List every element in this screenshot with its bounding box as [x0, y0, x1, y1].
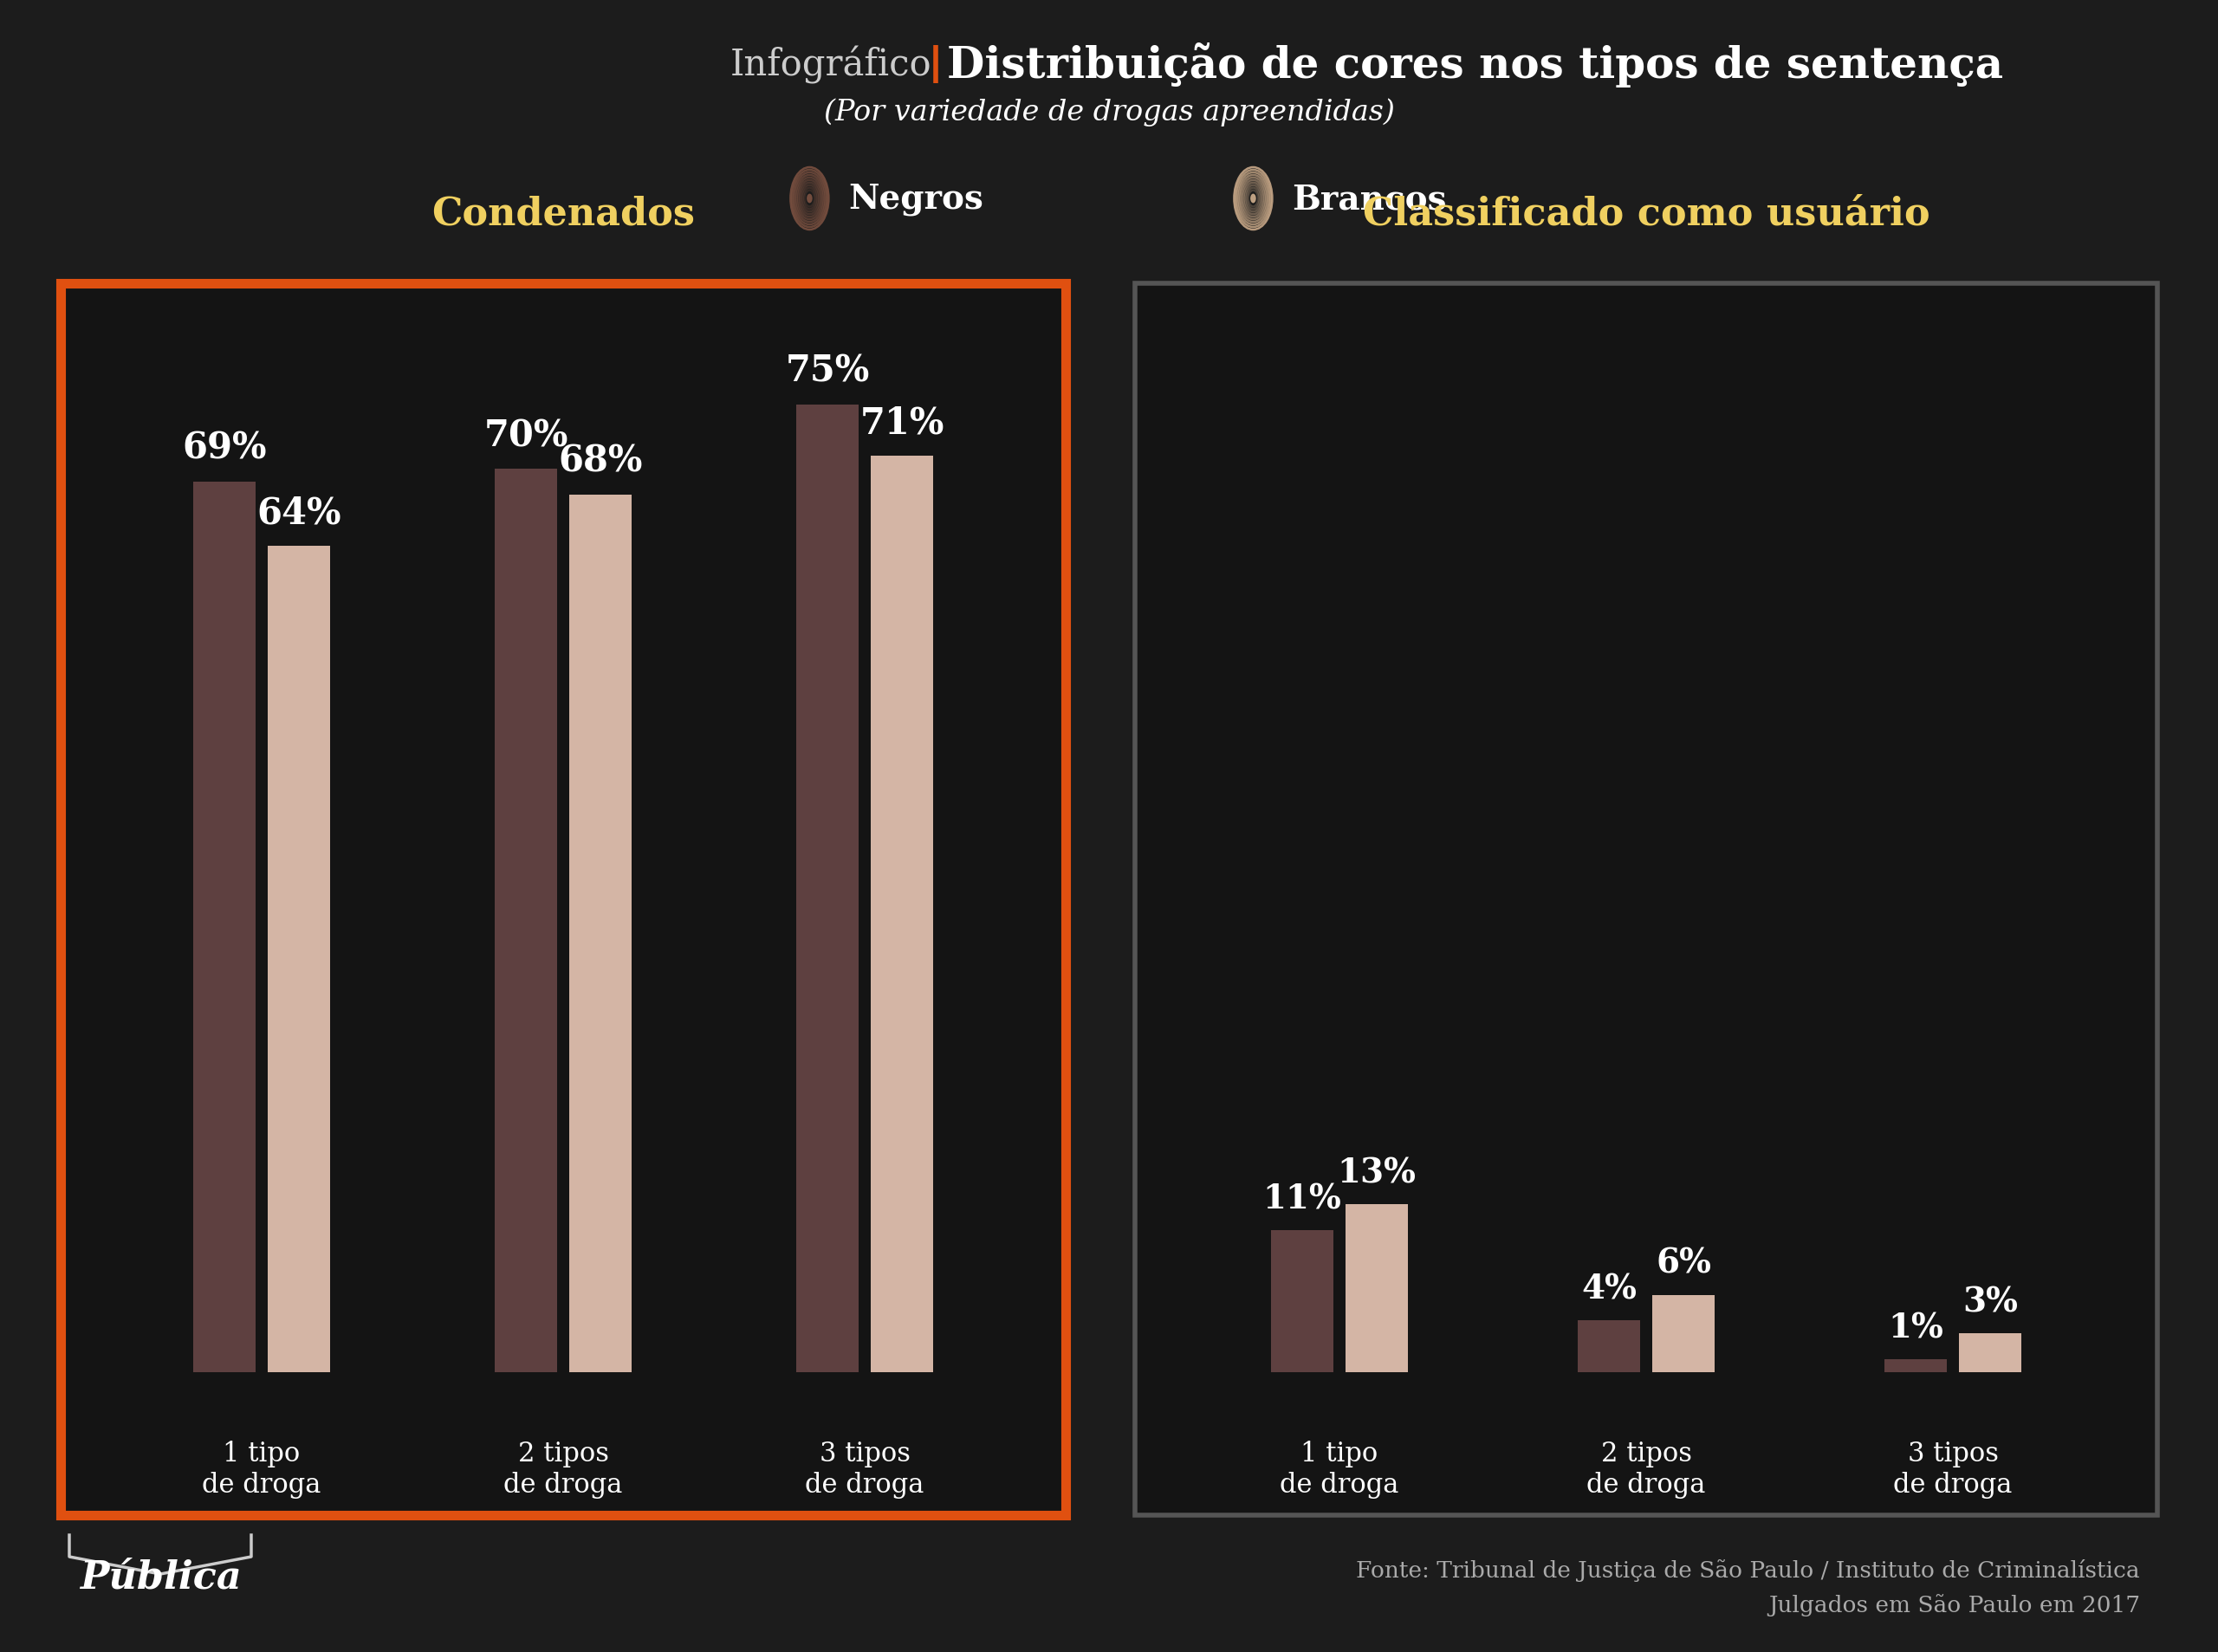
Text: 68%: 68%	[559, 443, 643, 479]
Text: Pública: Pública	[80, 1558, 242, 1596]
Bar	[1346, 1204, 1408, 1373]
Text: 1%: 1%	[1888, 1312, 1943, 1343]
Text: Fonte: Tribunal de Justiça de São Paulo / Instituto de Criminalística: Fonte: Tribunal de Justiça de São Paulo …	[1355, 1558, 2140, 1581]
Ellipse shape	[807, 195, 812, 203]
Text: 64%: 64%	[257, 494, 342, 530]
Text: 3 tipos
de droga: 3 tipos de droga	[805, 1441, 925, 1498]
Text: 6%: 6%	[1655, 1247, 1710, 1279]
Bar	[495, 469, 557, 1373]
Text: 1 tipo
de droga: 1 tipo de droga	[1280, 1441, 1400, 1498]
Bar	[796, 405, 858, 1373]
Bar	[1577, 1320, 1639, 1373]
Bar	[570, 496, 632, 1373]
Bar	[872, 456, 934, 1373]
Bar	[60, 284, 1065, 1515]
Bar	[1271, 1231, 1333, 1373]
Text: Negros: Negros	[849, 183, 983, 216]
Text: Condenados: Condenados	[433, 195, 694, 231]
Bar	[1652, 1295, 1715, 1373]
Bar	[1885, 1360, 1947, 1373]
Bar	[1136, 284, 2158, 1515]
Text: Distribuição de cores nos tipos de sentença: Distribuição de cores nos tipos de sente…	[947, 43, 2003, 88]
Text: 69%: 69%	[182, 430, 266, 466]
Text: 71%: 71%	[861, 405, 945, 441]
Text: 1 tipo
de droga: 1 tipo de droga	[202, 1441, 322, 1498]
Text: 3%: 3%	[1963, 1285, 2018, 1318]
Text: 2 tipos
de droga: 2 tipos de droga	[503, 1441, 623, 1498]
Bar	[268, 547, 330, 1373]
Text: Classificado como usuário: Classificado como usuário	[1362, 195, 1930, 231]
Text: Julgados em São Paulo em 2017: Julgados em São Paulo em 2017	[1768, 1593, 2140, 1616]
Text: Brancos: Brancos	[1293, 183, 1446, 216]
Text: Infográfico: Infográfico	[730, 46, 932, 84]
Bar	[193, 482, 255, 1373]
Text: 75%: 75%	[785, 354, 869, 390]
Text: 4%: 4%	[1581, 1272, 1637, 1305]
Text: 13%: 13%	[1337, 1156, 1415, 1189]
Text: 3 tipos
de droga: 3 tipos de droga	[1894, 1441, 2012, 1498]
Text: 11%: 11%	[1262, 1181, 1342, 1214]
Text: (Por variedade de drogas apreendidas): (Por variedade de drogas apreendidas)	[823, 99, 1395, 127]
Text: 2 tipos
de droga: 2 tipos de droga	[1586, 1441, 1706, 1498]
Text: 70%: 70%	[484, 418, 568, 454]
Bar	[1958, 1333, 2021, 1373]
Ellipse shape	[1251, 195, 1255, 203]
